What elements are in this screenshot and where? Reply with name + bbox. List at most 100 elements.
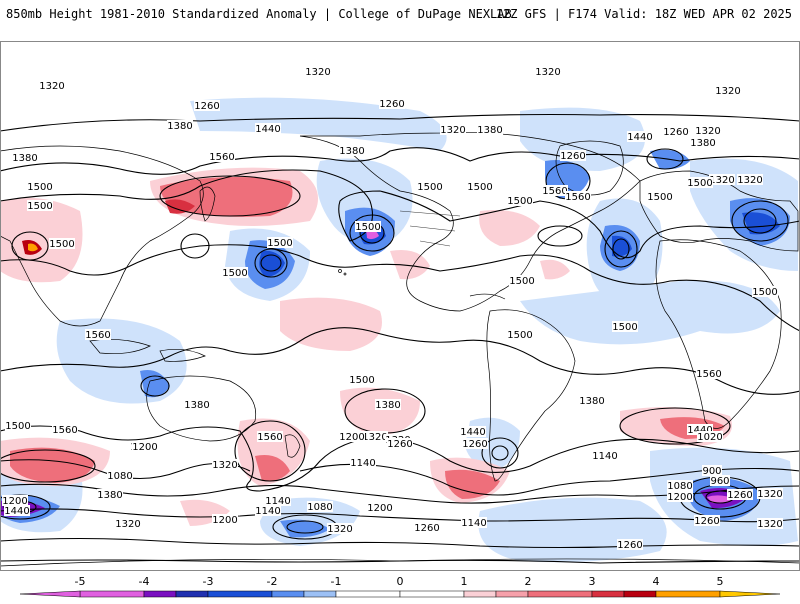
contour-label: 1500 [222,268,247,279]
contour-label: 1380 [579,396,604,407]
contour-label: 1260 [663,127,688,138]
contour-label-bg [617,539,643,550]
contour-label-bg [737,174,763,185]
contour-label: 1020 [697,432,722,443]
coastline-asia [0,145,204,327]
anomaly-blob [520,280,780,345]
contour-label: 1320 [535,67,560,78]
coastline-japan [199,186,216,222]
contour-label-bg [27,200,53,211]
contour-line [0,113,800,132]
contour-label: 1260 [194,101,219,112]
anomaly-map[interactable]: 1320132013201320126012601380132012601440… [0,41,800,571]
colorbar-tick-labels: -5 -4 -3 -2 -1 0 1 2 3 4 5 [75,575,724,588]
contour-label: 1560 [85,330,110,341]
anomaly-blob [520,107,645,171]
contour-label-bg [350,457,376,468]
contour-label-bg [339,145,365,156]
colorbar-segment [335,590,401,598]
contour-label: 1260 [379,99,404,110]
contour-label-bg [667,480,693,491]
colorbar-segment [207,590,273,598]
contour-low [260,254,282,272]
colorbar-extend-right [719,590,781,598]
contour-label-bg [349,374,375,385]
contour-label-bg [647,191,673,202]
contour-label: 1380 [477,125,502,136]
contour-label: 1140 [255,506,280,517]
contour-labels: 1320132013201320126012601380132012601440… [2,66,783,551]
contour-label-bg [592,450,618,461]
colorbar-tick-label: 5 [717,575,724,588]
contour-label-bg [115,518,141,529]
contour-label: 1260 [617,540,642,551]
contour-label: 1500 [417,182,442,193]
contour-label: 960 [710,476,729,487]
contour-label-bg [184,399,210,410]
contour-label-bg [687,177,713,188]
colorbar-tick-label: 3 [589,575,596,588]
contour-label-bg [375,399,401,410]
anomaly-blob [478,497,667,563]
contour-low [743,208,777,234]
contour-line [0,559,800,564]
colorbar-segment [399,590,465,598]
contour-low [254,248,288,278]
contour-label: 1200 [667,492,692,503]
contour-label: 1080 [667,481,692,492]
colorbar-segment [303,590,337,598]
coastline-caribbean [469,293,506,300]
coastline-europe [639,170,799,252]
contour-high [11,231,49,261]
contour-label-bg [255,505,281,516]
contour-low [286,520,324,534]
coastline-indonesia-2 [159,349,206,362]
contour-label: 1500 [509,276,534,287]
contour-label: 1320 [715,86,740,97]
colorbar-tick-label: 2 [525,575,532,588]
contour-label: 1260 [462,439,487,450]
contour-label: 1320 [39,81,64,92]
contour-label-bg [697,431,723,442]
colorbar-tick-label: 0 [397,575,404,588]
contour-label-bg [509,275,535,286]
contour-high [537,225,583,247]
contour-label: 1560 [257,432,282,443]
contour-label-bg [507,329,533,340]
map-panel[interactable]: 1320132013201320126012601380132012601440… [0,41,800,571]
contour-label-bg [709,174,735,185]
contour-label: 1560 [565,192,590,203]
colorbar-tick-label: -3 [203,575,214,588]
colorbar-tick-label: -1 [331,575,342,588]
header: 850mb Height 1981-2010 Standardized Anom… [0,0,800,32]
map-title: 850mb Height 1981-2010 Standardized Anom… [6,7,512,21]
contour-label-bg [565,191,591,202]
contour-label: 1380 [690,138,715,149]
colorbar-segment [271,590,305,598]
contour-label: 1560 [696,369,721,380]
contour-label-bg [265,495,291,506]
contour-label: 1320 [327,524,352,535]
contour-label-bg [612,321,638,332]
contour-label: 1260 [414,523,439,534]
contour-label: 1320 [115,519,140,530]
contour-label: 1500 [27,182,52,193]
contour-label: 1380 [184,400,209,411]
contour-label-bg [305,66,331,77]
contour-label-bg [327,523,353,534]
anomaly-blob [445,469,500,499]
border-lines [399,210,461,247]
colorbar-extend-left [19,590,81,598]
contour-label-bg [727,489,753,500]
contour-low [349,214,395,252]
contour-label-bg [222,267,248,278]
contour-label: 1440 [4,506,29,517]
contour-label: 1500 [355,222,380,233]
colorbar-segment [175,590,209,598]
coastline-greenland [555,140,624,196]
contour-label: 1500 [507,196,532,207]
contour-label: 1440 [687,425,712,436]
contour-high [619,407,731,445]
contour-label: 1560 [209,152,234,163]
model-run-info: 12Z GFS | F174 Valid: 18Z WED APR 02 202… [495,7,792,21]
